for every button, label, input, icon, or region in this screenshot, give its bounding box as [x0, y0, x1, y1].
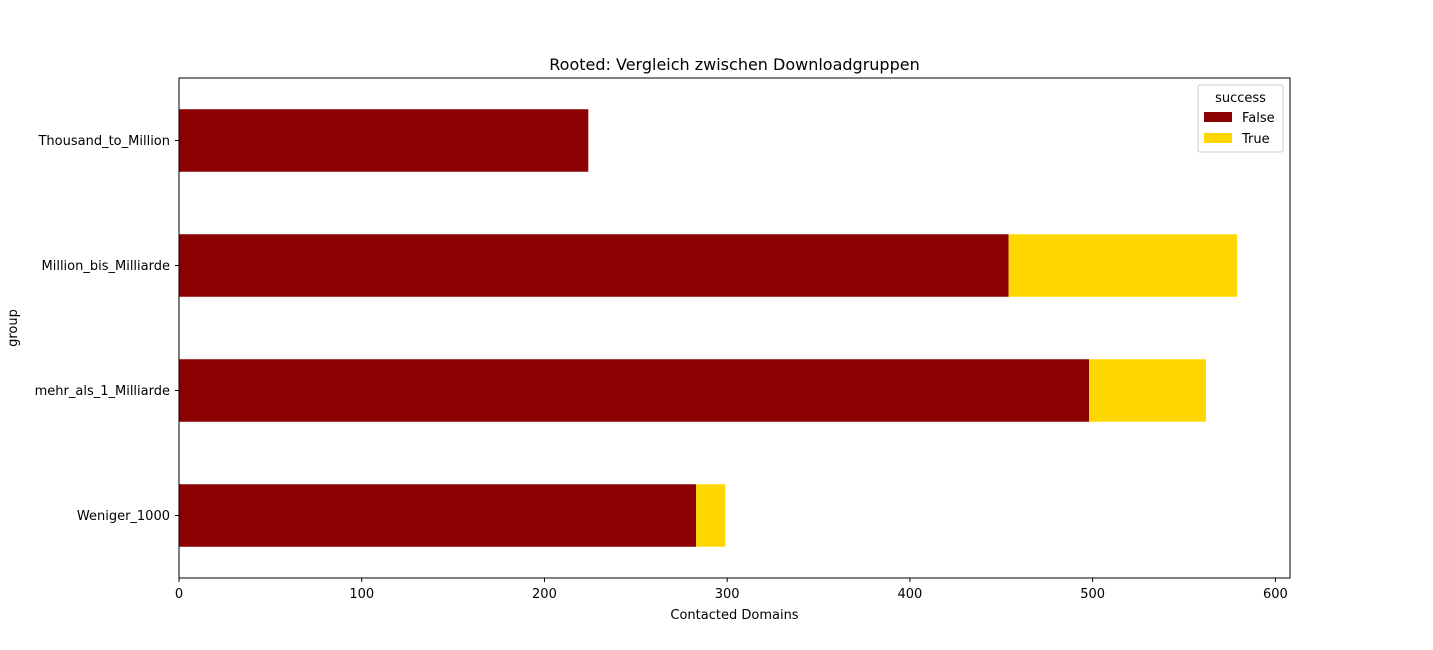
y-tick-label: mehr_als_1_Milliarde [35, 384, 170, 399]
chart-title: Rooted: Vergleich zwischen Downloadgrupp… [549, 55, 919, 74]
legend: success False True [1197, 84, 1284, 153]
x-tick-label: 100 [349, 587, 374, 602]
bar-Million_bis_Milliarde-true [1008, 234, 1238, 297]
y-ticks: Weniger_1000 mehr_als_1_Milliarde Million_… [35, 134, 179, 524]
bar-Weniger_1000-false [179, 484, 697, 547]
x-tick-label: 0 [175, 587, 183, 602]
x-axis-label: Contacted Domains [670, 608, 798, 623]
x-tick-label: 600 [1263, 587, 1288, 602]
bars-layer [179, 109, 1238, 547]
y-axis-label: group [6, 309, 21, 347]
legend-label-false: False [1242, 111, 1275, 126]
x-tick-label: 200 [532, 587, 557, 602]
legend-label-true: True [1241, 132, 1270, 147]
legend-swatch-true [1204, 133, 1232, 143]
x-ticks: 0 100 200 300 400 500 600 [175, 578, 1288, 602]
legend-swatch-false [1204, 112, 1232, 122]
bar-mehr_als_1_Milliarde-false [179, 359, 1089, 422]
bar-Weniger_1000-true [696, 484, 726, 547]
plot-frame [178, 77, 1291, 579]
x-tick-label: 300 [715, 587, 740, 602]
legend-title: success [1215, 91, 1266, 106]
y-tick-label: Thousand_to_Million [37, 134, 170, 149]
bar-Million_bis_Milliarde-false [179, 234, 1009, 297]
y-tick-label: Weniger_1000 [77, 509, 170, 524]
x-tick-label: 400 [898, 587, 923, 602]
bar-mehr_als_1_Milliarde-true [1088, 359, 1206, 422]
y-tick-label: Million_bis_Milliarde [42, 259, 171, 274]
bar-Thousand_to_Million-false [179, 109, 589, 172]
x-tick-label: 500 [1080, 587, 1105, 602]
